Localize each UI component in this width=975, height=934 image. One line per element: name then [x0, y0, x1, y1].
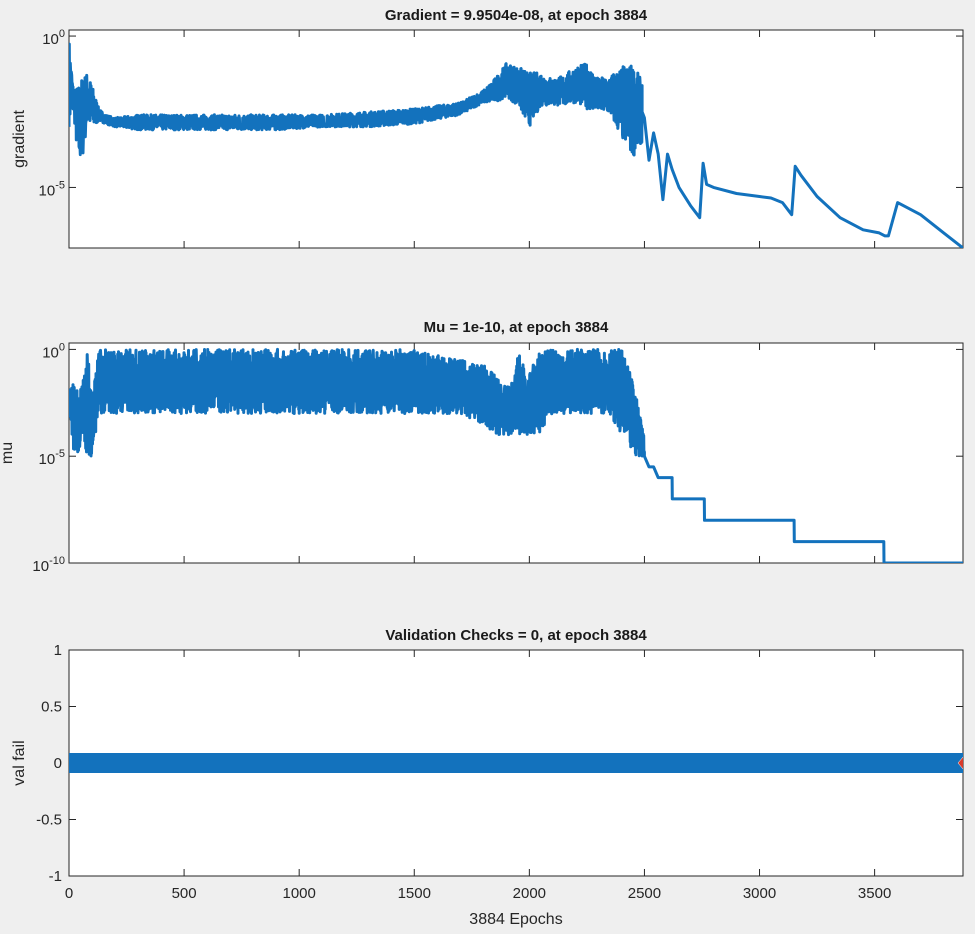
y-tick-label: 0	[54, 755, 62, 772]
validation-ylabel: val fail	[11, 740, 28, 785]
mu-panel: Mu = 1e-10, at epoch 3884 mu 100 10-5 10-1…	[0, 319, 964, 575]
gradient-axes-box	[68, 29, 964, 249]
y-tick-label: 100	[42, 28, 65, 48]
y-tick-label: -0.5	[36, 812, 62, 829]
y-tick-label: 10-10	[32, 555, 65, 575]
x-tick-label: 3500	[858, 885, 891, 902]
mu-title: Mu = 1e-10, at epoch 3884	[424, 319, 609, 336]
x-tick-label: 1500	[398, 885, 431, 902]
y-tick-label: -1	[49, 868, 62, 885]
validation-yticks: 1 0.5 0 -0.5 -1	[36, 642, 963, 885]
current-epoch-marker	[957, 756, 963, 770]
gradient-series	[69, 42, 963, 248]
y-tick-label: 100	[42, 341, 65, 361]
x-tick-label: 500	[172, 885, 197, 902]
mu-line	[69, 347, 963, 563]
gradient-ylabel: gradient	[11, 110, 28, 168]
x-tick-label: 2500	[628, 885, 661, 902]
x-tick-label: 1000	[282, 885, 315, 902]
gradient-panel: Gradient = 9.9504e-08, at epoch 3884 gra…	[11, 7, 964, 249]
y-tick-label: 10-5	[39, 179, 65, 199]
y-tick-label: 10-5	[39, 448, 65, 468]
validation-panel: Validation Checks = 0, at epoch 3884 val…	[11, 627, 964, 928]
mu-series	[69, 347, 963, 563]
validation-title: Validation Checks = 0, at epoch 3884	[385, 627, 647, 644]
mu-ylabel: mu	[0, 442, 16, 464]
y-tick-label: 0.5	[41, 699, 62, 716]
gradient-title: Gradient = 9.9504e-08, at epoch 3884	[385, 7, 648, 24]
x-tick-label: 0	[65, 885, 73, 902]
x-tick-label: 3000	[743, 885, 776, 902]
gradient-yticks: 100 10-5	[39, 28, 963, 199]
mu-xticks	[68, 343, 876, 563]
gradient-line	[69, 42, 963, 248]
x-tick-label: 2000	[513, 885, 546, 902]
validation-series	[69, 753, 963, 773]
gradient-xticks	[68, 30, 876, 248]
validation-xticks: 0 500 1000 1500 2000 2500 3000 3500	[65, 650, 891, 902]
validation-xlabel: 3884 Epochs	[469, 911, 562, 928]
y-tick-label: 1	[54, 642, 62, 659]
